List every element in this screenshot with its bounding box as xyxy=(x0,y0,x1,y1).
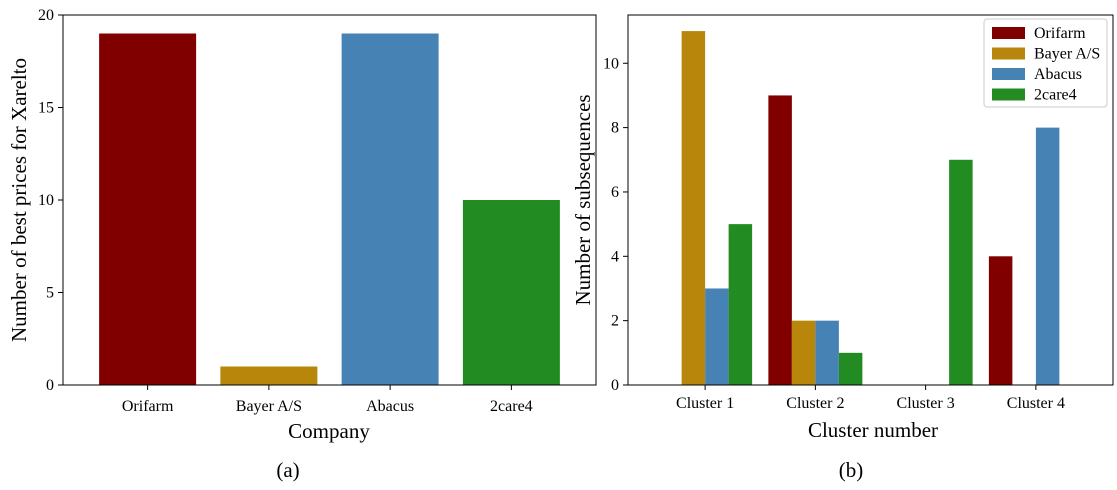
bar-cluster-2-abacus xyxy=(815,320,839,385)
panel-a-x-axis-label: Company xyxy=(288,419,370,443)
legend-swatch-bayer-a-s xyxy=(992,47,1025,60)
y-tick-label: 0 xyxy=(611,377,619,394)
bar-cluster-4-orifarm xyxy=(988,256,1013,385)
y-tick-label: 20 xyxy=(38,7,54,24)
panel-a-chart: 0 5 10 15 20 Orifarm Bayer A/S Abacus 2care4 Co… xyxy=(7,7,597,482)
y-tick-label: 8 xyxy=(611,120,619,137)
bar-2care4 xyxy=(462,200,560,385)
y-tick-label: 4 xyxy=(611,248,619,265)
panel-b-y-axis-label: Number of subsequences xyxy=(571,94,595,305)
x-tick-label: Cluster 1 xyxy=(676,395,734,412)
panel-a-plot-frame xyxy=(62,14,597,386)
y-tick-label: 10 xyxy=(38,192,54,209)
bar-abacus xyxy=(341,33,439,385)
x-tick-label: Cluster 2 xyxy=(786,395,844,412)
legend-swatch-2care4 xyxy=(992,88,1025,101)
legend-swatch-abacus xyxy=(992,68,1025,80)
legend-label-bayer-a-s: Bayer A/S xyxy=(1034,46,1100,63)
bar-cluster-2-orifarm xyxy=(768,95,792,385)
bar-cluster-1-bayer-a-s xyxy=(681,31,706,386)
bar-cluster-1-2care4 xyxy=(728,224,753,385)
x-tick-label: Bayer A/S xyxy=(236,398,302,415)
x-tick-label: Cluster 4 xyxy=(1007,395,1065,412)
y-tick-label: 6 xyxy=(611,184,619,201)
panel-b-caption: (b) xyxy=(839,458,864,482)
panel-b-plot-frame xyxy=(627,14,1114,386)
y-tick-label: 15 xyxy=(38,100,54,117)
y-tick-label: 5 xyxy=(46,285,54,302)
y-tick-label: 2 xyxy=(611,313,619,330)
bar-cluster-2-2care4 xyxy=(838,352,863,385)
bar-cluster-4-abacus xyxy=(1035,127,1060,385)
legend-label-orifarm: Orifarm xyxy=(1034,25,1086,42)
y-tick-label: 10 xyxy=(603,55,619,72)
x-tick-label: 2care4 xyxy=(490,398,533,415)
panel-a-x-ticks: Orifarm Bayer A/S Abacus 2care4 xyxy=(122,385,533,415)
legend-label-abacus: Abacus xyxy=(1034,66,1082,83)
panel-a-bars xyxy=(99,33,560,385)
legend-swatch-orifarm xyxy=(992,27,1025,39)
x-tick-label: Orifarm xyxy=(122,398,174,415)
panel-b-legend: Orifarm Bayer A/S Abacus 2care4 xyxy=(983,18,1108,108)
y-tick-label: 0 xyxy=(46,377,54,394)
legend-box xyxy=(983,18,1108,108)
panel-b-x-ticks: Cluster 1 Cluster 2 Cluster 3 Cluster 4 xyxy=(676,385,1065,412)
bar-bayer-a-s xyxy=(220,366,318,385)
legend-label-2care4: 2care4 xyxy=(1034,87,1077,104)
x-tick-label: Cluster 3 xyxy=(897,395,955,412)
bar-cluster-2-bayer-a-s xyxy=(791,320,816,385)
panel-a-y-axis-label: Number of best prices for Xarelto xyxy=(7,58,31,342)
x-tick-label: Abacus xyxy=(366,398,414,415)
panel-b-y-ticks: 0 2 4 6 8 10 xyxy=(603,55,628,394)
bar-cluster-1-abacus xyxy=(705,288,729,385)
panel-b-bars xyxy=(681,31,1060,386)
bar-orifarm xyxy=(99,33,197,385)
panel-a-y-ticks: 0 5 10 15 20 xyxy=(38,7,63,394)
bar-cluster-3-2care4 xyxy=(949,159,973,385)
panel-a-caption: (a) xyxy=(276,458,299,482)
panel-b-x-axis-label: Cluster number xyxy=(808,418,938,442)
